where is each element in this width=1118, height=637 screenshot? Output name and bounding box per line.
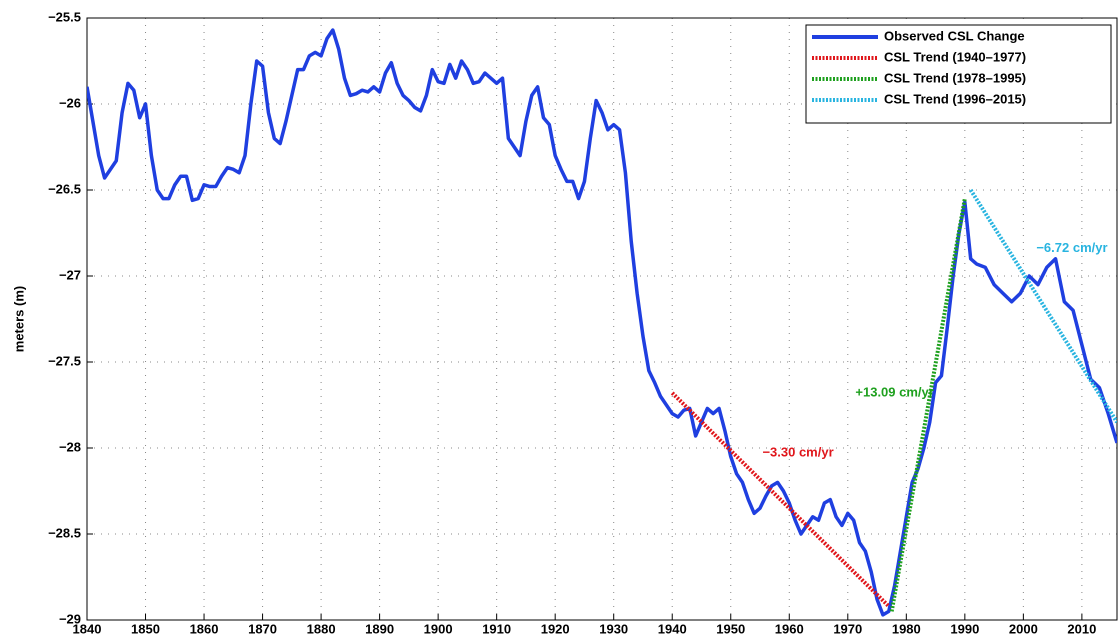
y-tick-label: −28 xyxy=(59,439,81,454)
y-tick-label: −26 xyxy=(59,95,81,110)
x-tick-label: 2010 xyxy=(1067,621,1096,636)
trend-line xyxy=(670,391,891,608)
data-line xyxy=(87,28,1117,617)
x-tick-label: 1870 xyxy=(248,621,277,636)
legend-box xyxy=(805,24,1112,124)
y-tick-label: −27 xyxy=(59,267,81,282)
x-tick-label: 1850 xyxy=(131,621,160,636)
x-tick-label: 1980 xyxy=(892,621,921,636)
legend-label: CSL Trend (1978–1995) xyxy=(884,70,1026,85)
x-tick-label: 1840 xyxy=(73,621,102,636)
plot-frame xyxy=(86,17,1118,621)
x-tick-label: 1880 xyxy=(307,621,336,636)
x-tick-label: 1990 xyxy=(950,621,979,636)
x-tick-label: 1910 xyxy=(482,621,511,636)
x-tick-label: 1890 xyxy=(365,621,394,636)
annotation: +13.09 cm/yr xyxy=(855,384,933,399)
x-tick-label: 1970 xyxy=(833,621,862,636)
x-tick-label: 1940 xyxy=(658,621,687,636)
legend-label: CSL Trend (1940–1977) xyxy=(884,49,1026,64)
trend-line xyxy=(968,188,1117,424)
x-tick-label: 1860 xyxy=(190,621,219,636)
x-tick-label: 1930 xyxy=(599,621,628,636)
legend-label: CSL Trend (1996–2015) xyxy=(884,91,1026,106)
y-tick-label: −26.5 xyxy=(48,181,81,196)
annotation: −3.30 cm/yr xyxy=(762,445,833,460)
x-tick-label: 1960 xyxy=(775,621,804,636)
x-tick-label: 2000 xyxy=(1009,621,1038,636)
legend-label: Observed CSL Change xyxy=(884,28,1025,43)
y-axis-label: meters (m) xyxy=(11,286,26,352)
y-tick-label: −27.5 xyxy=(48,353,81,368)
annotation: −6.72 cm/yr xyxy=(1036,240,1107,255)
x-tick-label: 1950 xyxy=(716,621,745,636)
y-tick-label: −25.5 xyxy=(48,9,81,24)
x-tick-label: 1920 xyxy=(541,621,570,636)
y-tick-label: −28.5 xyxy=(48,525,81,540)
y-tick-label: −29 xyxy=(59,611,81,626)
x-tick-label: 1900 xyxy=(424,621,453,636)
